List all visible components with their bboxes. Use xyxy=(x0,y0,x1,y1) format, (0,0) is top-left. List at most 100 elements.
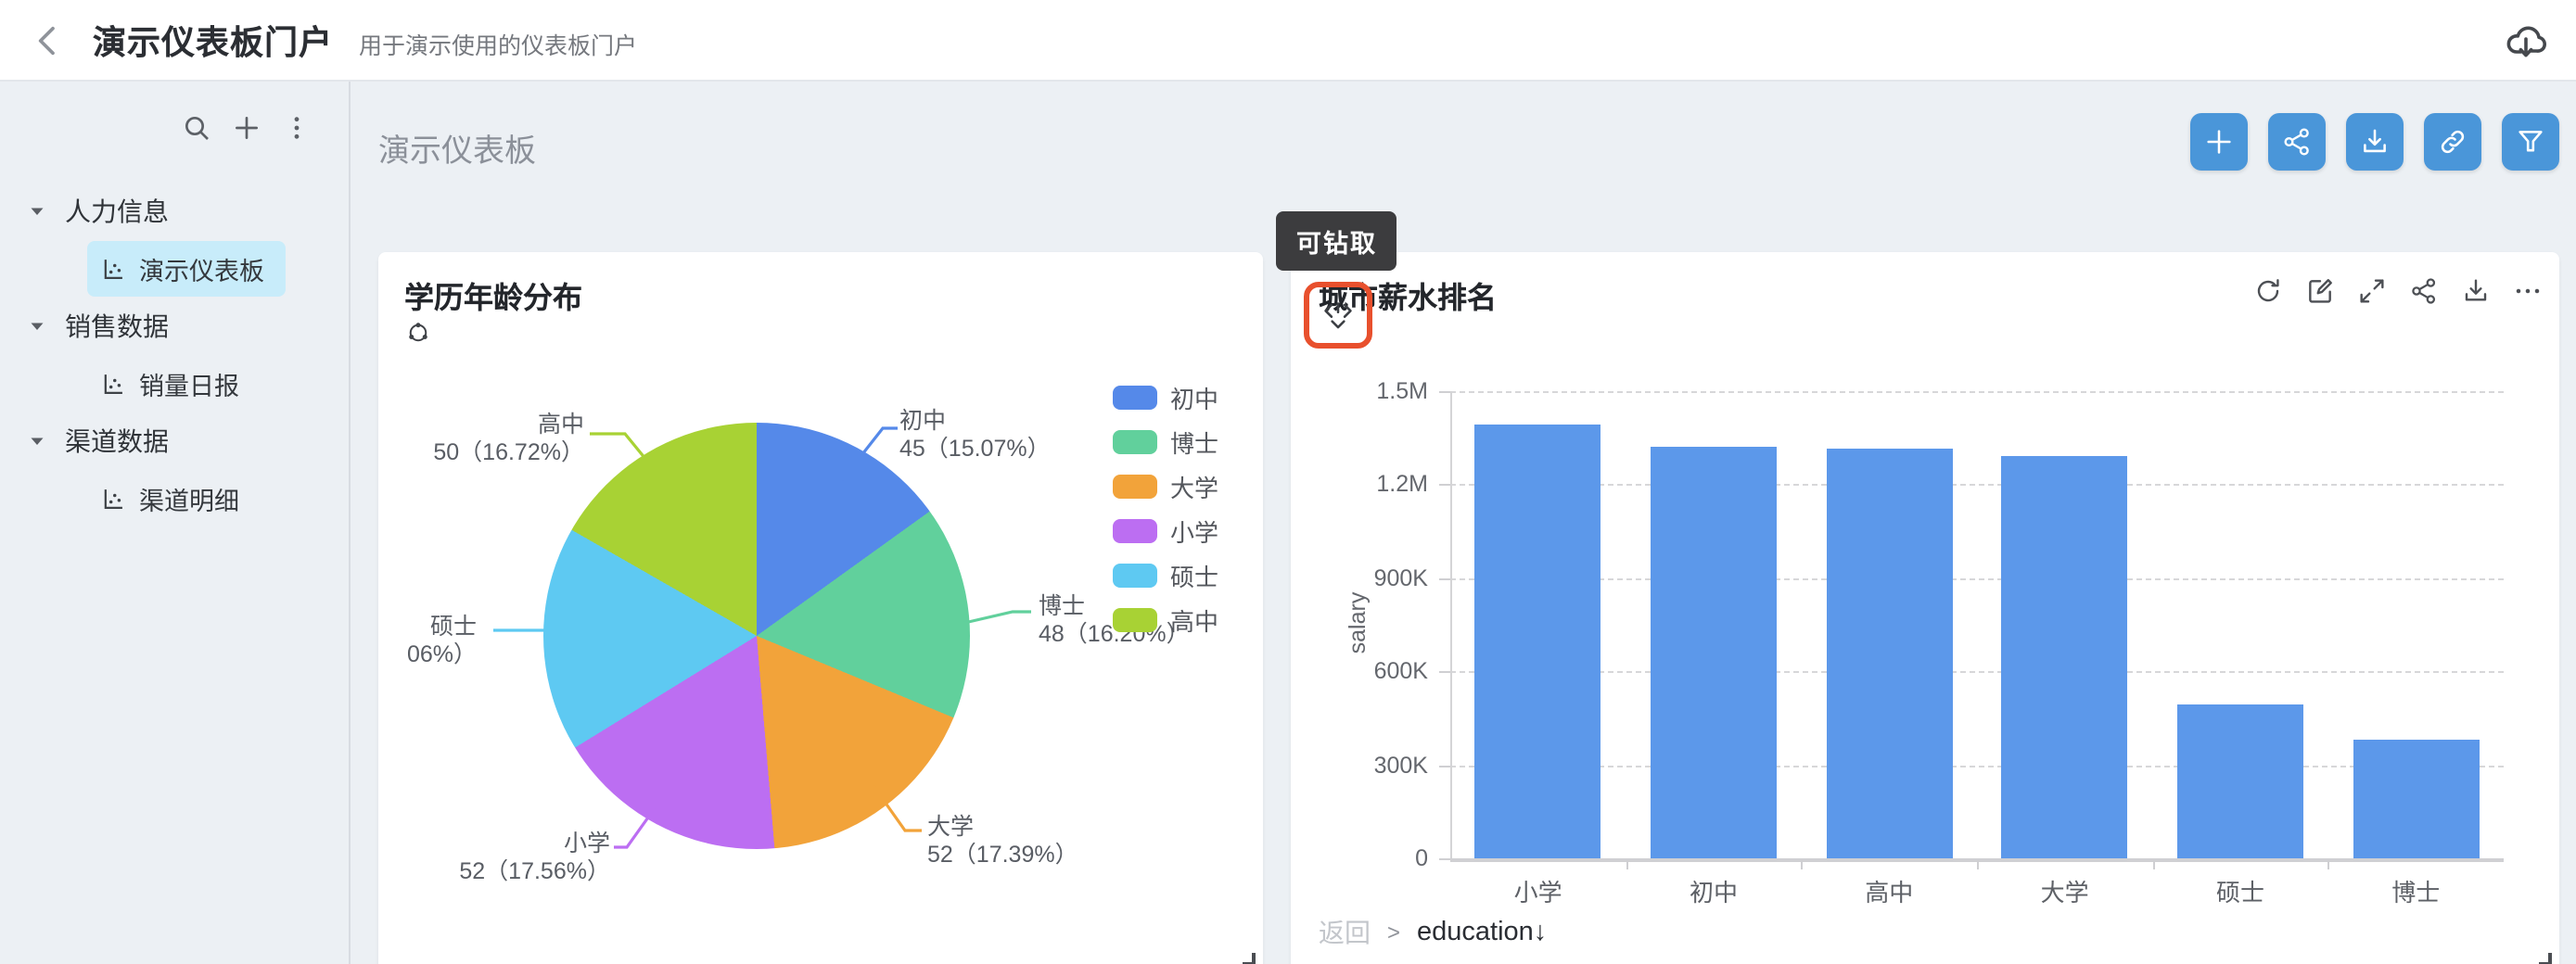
app-header: 演示仪表板门户 用于演示使用的仪表板门户 xyxy=(0,0,2576,82)
link-icon xyxy=(2437,126,2468,158)
legend-swatch xyxy=(1113,563,1157,587)
share-icon[interactable] xyxy=(2409,276,2439,306)
x-tick-mark xyxy=(1801,860,1804,869)
tree-group-销售数据[interactable]: 销售数据 xyxy=(0,297,349,354)
y-tick-label: 300K xyxy=(1373,752,1428,778)
download-icon[interactable] xyxy=(2461,276,2491,306)
x-tick-label-小学[interactable]: 小学 xyxy=(1513,879,1562,907)
legend-label: 博士 xyxy=(1170,429,1219,457)
tree-group-label: 销售数据 xyxy=(65,311,169,340)
y-tick-label: 1.2M xyxy=(1376,471,1428,497)
cloud-download-button[interactable] xyxy=(2504,18,2548,62)
search-icon[interactable] xyxy=(182,113,211,143)
gridline xyxy=(1450,671,2504,673)
pie-slice-label-博士: 博士 48（16.20%） xyxy=(1039,593,1190,647)
drill-tooltip: 可钻取 xyxy=(1276,211,1396,271)
x-tick-label-博士[interactable]: 博士 xyxy=(2391,879,2441,907)
add-icon[interactable] xyxy=(232,113,261,143)
refresh-icon[interactable] xyxy=(2253,276,2283,306)
legend-label: 初中 xyxy=(1170,385,1219,412)
more-vertical-icon[interactable] xyxy=(282,113,312,143)
y-tick-mark xyxy=(1439,765,1450,767)
y-tick-label: 1.5M xyxy=(1376,377,1428,403)
filter-icon xyxy=(2515,126,2546,158)
legend-item-初中[interactable]: 初中 xyxy=(1113,374,1218,419)
drill-breadcrumb: 返回 > education↓ xyxy=(1319,914,1547,951)
bar-初中[interactable] xyxy=(1651,446,1777,858)
y-tick-label: 0 xyxy=(1415,845,1428,871)
linkage-icon[interactable] xyxy=(404,319,432,347)
caret-down-icon[interactable] xyxy=(26,199,48,222)
caret-down-icon[interactable] xyxy=(26,429,48,451)
download-icon xyxy=(2359,126,2391,158)
gridline xyxy=(1450,577,2504,579)
dashboard-tree: 人力信息演示仪表板销售数据销量日报渠道数据 渠道明细 xyxy=(0,182,349,526)
gridline xyxy=(1450,390,2504,392)
bar-硕士[interactable] xyxy=(2177,704,2303,858)
edit-icon[interactable] xyxy=(2305,276,2335,306)
tree-group-label: 人力信息 xyxy=(65,196,169,225)
legend-label: 大学 xyxy=(1170,474,1219,501)
expand-icon[interactable] xyxy=(2357,276,2387,306)
bar-高中[interactable] xyxy=(1826,449,1953,858)
tree-item-label: 销量日报 xyxy=(139,372,239,400)
breadcrumb-back[interactable]: 返回 xyxy=(1319,918,1371,947)
x-tick-label-大学[interactable]: 大学 xyxy=(2040,879,2089,907)
export-button[interactable] xyxy=(2346,113,2404,171)
sidebar: 人力信息演示仪表板销售数据销量日报渠道数据 渠道明细 xyxy=(0,82,351,964)
bar-小学[interactable] xyxy=(1474,425,1601,858)
y-tick-mark xyxy=(1439,390,1450,392)
bar-plot: salary 0 300K 600K 900K 1.2M 1.5M 小学 初中 高中 大学 硕士 博士 xyxy=(1291,252,2559,964)
legend-swatch xyxy=(1113,518,1157,542)
tree-item-label: 演示仪表板 xyxy=(139,257,264,285)
chart-icon xyxy=(100,370,126,396)
share-button[interactable] xyxy=(2268,113,2326,171)
x-tick-label-初中[interactable]: 初中 xyxy=(1689,879,1738,907)
card-resize-handle[interactable] xyxy=(1243,953,1256,964)
x-tick-label-硕士[interactable]: 硕士 xyxy=(2215,879,2264,907)
legend-swatch xyxy=(1113,429,1157,453)
portal-actions xyxy=(2190,113,2559,171)
legend-item-硕士[interactable]: 硕士 xyxy=(1113,552,1218,597)
legend-swatch xyxy=(1113,474,1157,498)
filter-button[interactable] xyxy=(2502,113,2559,171)
bar-card-toolbar xyxy=(2253,276,2543,306)
add-button[interactable] xyxy=(2190,113,2248,171)
pie-chart[interactable] xyxy=(543,423,970,849)
portal-title: 演示仪表板门户 xyxy=(93,23,333,60)
x-tick-label-高中[interactable]: 高中 xyxy=(1865,879,1914,907)
bar-博士[interactable] xyxy=(2353,740,2480,858)
breadcrumb-current[interactable]: education↓ xyxy=(1417,918,1548,947)
legend-item-大学[interactable]: 大学 xyxy=(1113,463,1218,508)
pie-chart-card: 学历年龄分布 初中 45（15.07%） 博士 48（16.20%） 大学 52（17.3… xyxy=(378,252,1263,964)
tree-item-销量日报[interactable]: 销量日报 xyxy=(87,354,349,412)
drill-annotation-box xyxy=(1304,282,1372,349)
tree-group-人力信息[interactable]: 人力信息 xyxy=(0,182,349,239)
cards-row: 学历年龄分布 初中 45（15.07%） 博士 48（16.20%） 大学 52（17.3… xyxy=(378,211,2559,964)
legend-label: 硕士 xyxy=(1170,563,1219,590)
gridline xyxy=(1450,484,2504,486)
dashboard-title: 演示仪表板 xyxy=(378,133,536,169)
tree-group-渠道数据[interactable]: 渠道数据 xyxy=(0,412,349,469)
more-icon[interactable] xyxy=(2513,276,2543,306)
caret-down-icon[interactable] xyxy=(26,314,48,336)
x-axis-line xyxy=(1450,858,2504,861)
tree-item-渠道明细[interactable]: 渠道明细 xyxy=(87,469,349,526)
back-button[interactable] xyxy=(30,21,67,58)
pie-legend: 初中博士大学小学硕士高中 xyxy=(1113,374,1218,641)
legend-item-高中[interactable]: 高中 xyxy=(1113,597,1218,641)
legend-item-博士[interactable]: 博士 xyxy=(1113,419,1218,463)
bar-大学[interactable] xyxy=(2001,455,2128,858)
card-resize-handle[interactable] xyxy=(2539,953,2552,964)
legend-item-小学[interactable]: 小学 xyxy=(1113,508,1218,552)
pie-slice-label-初中: 初中 45（15.07%） xyxy=(899,408,1051,462)
cloud-download-icon xyxy=(2506,25,2546,57)
tree-item-演示仪表板[interactable]: 演示仪表板 xyxy=(87,239,349,297)
link-button[interactable] xyxy=(2424,113,2481,171)
drill-icon[interactable] xyxy=(1322,299,1354,331)
pie-card-title: 学历年龄分布 xyxy=(404,284,583,315)
y-tick-mark xyxy=(1439,484,1450,486)
y-tick-mark xyxy=(1439,858,1450,860)
legend-label: 高中 xyxy=(1170,607,1219,635)
chart-icon xyxy=(100,485,126,511)
